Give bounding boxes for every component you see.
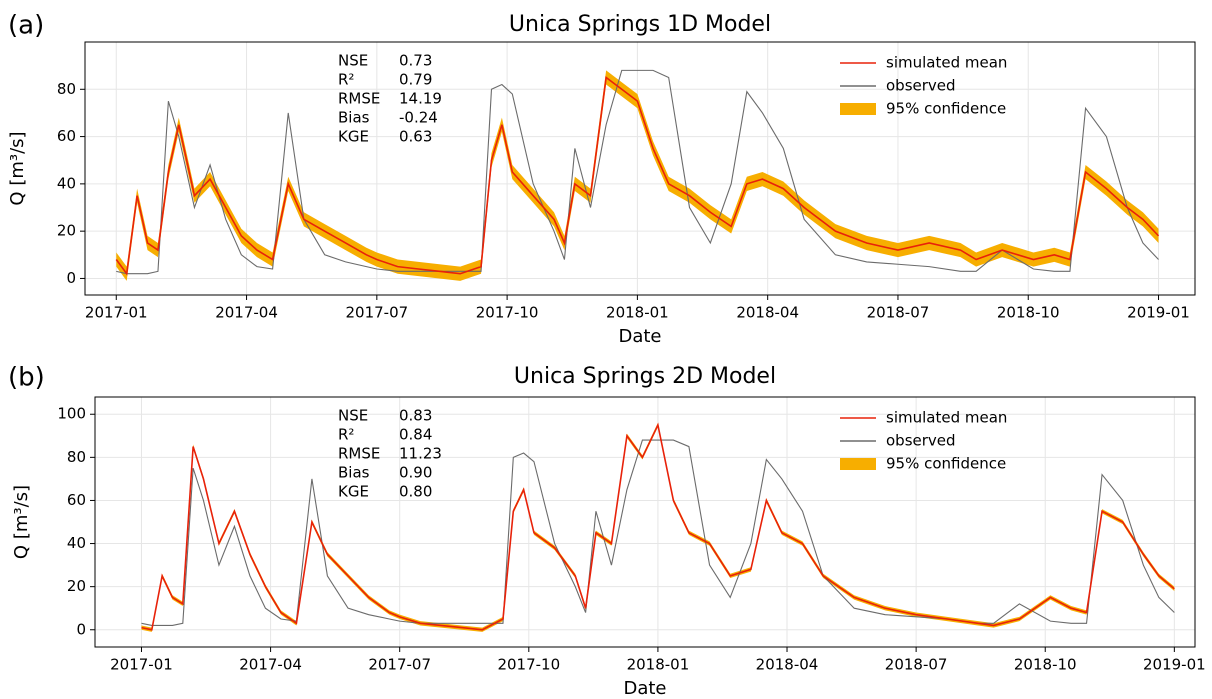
- x-tick-label: 2018-10: [997, 304, 1060, 322]
- stat-value: 0.80: [399, 483, 432, 501]
- stat-value: 0.90: [399, 464, 432, 482]
- subplot: (b) Unica Springs 2D Model 2017-01 2017-04 2…: [8, 363, 1206, 699]
- y-tick-label: 20: [67, 577, 86, 595]
- stat-value: 14.19: [399, 90, 442, 108]
- x-tick-label: 2018-01: [606, 304, 669, 322]
- observed-line: [116, 69, 1159, 275]
- plot-frame: [94, 396, 1196, 648]
- stat-value: 0.63: [399, 128, 432, 146]
- stat-name: KGE: [338, 128, 369, 146]
- plot-frame: [84, 41, 1196, 296]
- simulated-line: [115, 76, 1160, 276]
- x-tick-label: 2017-07: [345, 304, 408, 322]
- stat-name: Bias: [338, 464, 370, 482]
- confidence-band: [116, 70, 1159, 281]
- legend-label: simulated mean: [886, 409, 1007, 427]
- y-tick-label: 0: [66, 269, 76, 287]
- y-tick-label: 20: [57, 222, 76, 240]
- y-tick-label: 60: [67, 491, 86, 509]
- y-axis-label: Q [m³/s]: [7, 131, 28, 205]
- panel-label: (a): [8, 11, 44, 41]
- y-tick-label: 80: [57, 80, 76, 98]
- x-tick-label: 2017-07: [368, 656, 431, 674]
- panel-label: (b): [8, 363, 45, 393]
- x-tick-label: 2019-01: [1127, 304, 1190, 322]
- x-axis-label: Date: [623, 678, 666, 699]
- legend-label: simulated mean: [886, 54, 1007, 72]
- legend: simulated mean observed 95% confidence: [840, 409, 1007, 473]
- x-tick-label: 2017-10: [476, 304, 539, 322]
- x-tick-label: 2018-01: [627, 656, 690, 674]
- x-axis-label: Date: [618, 326, 661, 347]
- stat-value: 0.83: [399, 407, 432, 425]
- stat-name: R²: [338, 71, 354, 89]
- chart-title: Unica Springs 1D Model: [509, 12, 771, 37]
- y-tick-label: 100: [57, 405, 86, 423]
- y-tick-label: 40: [57, 174, 76, 192]
- x-tick-label: 2017-10: [497, 656, 560, 674]
- x-tick-label: 2017-04: [215, 304, 278, 322]
- x-tick-label: 2018-10: [1014, 656, 1077, 674]
- stat-name: RMSE: [338, 445, 380, 463]
- x-tick-label: 2017-04: [239, 656, 302, 674]
- legend-swatch: [840, 458, 876, 470]
- x-tick-label: 2017-01: [85, 304, 148, 322]
- x-tick-label: 2019-01: [1143, 656, 1206, 674]
- stat-name: R²: [338, 426, 354, 444]
- subplot: (a) Unica Springs 1D Model 2017-01 2017-04 2…: [7, 11, 1196, 347]
- stat-value: 0.79: [399, 71, 432, 89]
- x-tick-label: 2018-07: [867, 304, 930, 322]
- legend-swatch: [840, 103, 876, 115]
- stat-value: 11.23: [399, 445, 442, 463]
- x-tick-label: 2018-04: [736, 304, 799, 322]
- y-axis-label: Q [m³/s]: [11, 485, 32, 559]
- legend-label: observed: [886, 432, 956, 450]
- stat-value: -0.24: [399, 109, 438, 127]
- x-tick-label: 2017-01: [110, 656, 173, 674]
- stat-name: RMSE: [338, 90, 380, 108]
- chart-title: Unica Springs 2D Model: [514, 364, 776, 389]
- stat-value: 0.84: [399, 426, 432, 444]
- stat-value: 0.73: [399, 52, 432, 70]
- y-tick-label: 0: [76, 620, 86, 638]
- legend-label: observed: [886, 77, 956, 95]
- stat-name: KGE: [338, 483, 369, 501]
- y-tick-label: 40: [67, 534, 86, 552]
- legend-label: 95% confidence: [886, 455, 1006, 473]
- legend: simulated mean observed 95% confidence: [840, 54, 1007, 118]
- y-tick-label: 80: [67, 448, 86, 466]
- legend-label: 95% confidence: [886, 100, 1006, 118]
- stat-name: NSE: [338, 407, 368, 425]
- y-tick-label: 60: [57, 127, 76, 145]
- x-tick-label: 2018-07: [885, 656, 948, 674]
- stat-name: NSE: [338, 52, 368, 70]
- stat-name: Bias: [338, 109, 370, 127]
- x-tick-label: 2018-04: [756, 656, 819, 674]
- simulated-line: [141, 422, 1175, 631]
